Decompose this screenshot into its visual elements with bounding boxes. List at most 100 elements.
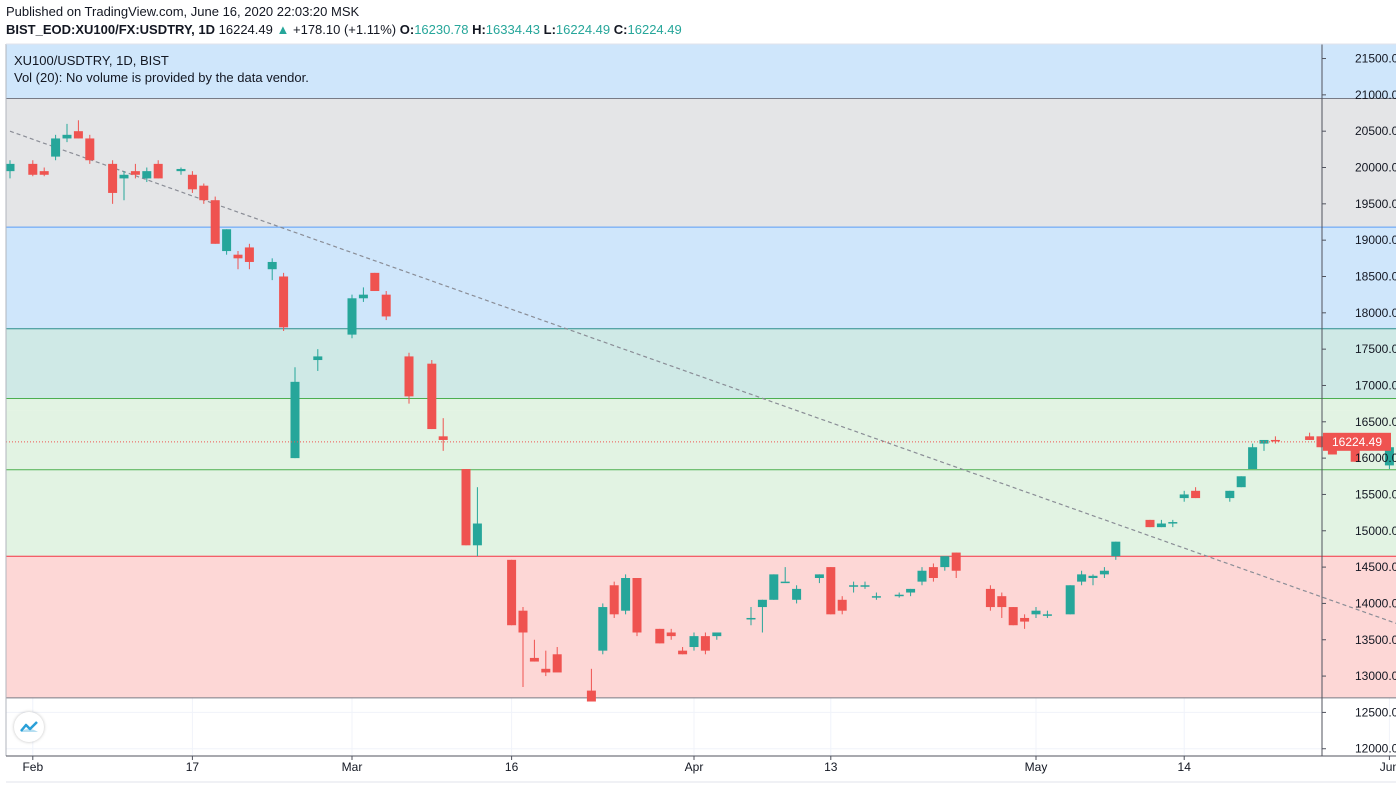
candle-body — [518, 610, 528, 633]
y-tick-label: 20000.00 — [1355, 161, 1396, 175]
candle-body — [472, 523, 482, 546]
last-price: 16224.49 — [218, 22, 273, 37]
candle-body — [267, 261, 277, 270]
candle-body — [119, 174, 129, 179]
candle-body — [1020, 617, 1030, 622]
low-label: L: — [543, 22, 556, 37]
y-tick-label: 21000.00 — [1355, 88, 1396, 102]
x-tick-label: 14 — [1178, 760, 1192, 774]
y-tick-label: 20500.00 — [1355, 124, 1396, 138]
open-value: 16230.78 — [414, 22, 469, 37]
close-label: C: — [613, 22, 628, 37]
candle-body — [507, 559, 517, 626]
candle-body — [655, 628, 665, 644]
candle-body — [290, 381, 300, 459]
price-zone — [6, 98, 1396, 228]
candle-body — [51, 138, 61, 157]
candle-body — [381, 294, 391, 317]
symbol-quote-bar: BIST_EOD:XU100/FX:USDTRY, 1D 16224.49 ▲ … — [6, 22, 682, 37]
low-value: 16224.49 — [555, 22, 611, 37]
price-zone — [6, 328, 1396, 399]
candle-body — [62, 134, 72, 139]
candle-body — [1088, 575, 1098, 578]
candle-body — [233, 254, 243, 259]
y-tick-label: 14500.00 — [1355, 560, 1396, 574]
candle-body — [928, 567, 938, 578]
candle-body — [940, 556, 950, 568]
candle-body — [552, 654, 562, 673]
y-tick-label: 16500.00 — [1355, 415, 1396, 429]
candle-body — [997, 596, 1007, 608]
high-value: 16334.43 — [485, 22, 541, 37]
candle-body — [153, 163, 163, 179]
candle-body — [199, 185, 209, 201]
candle-body — [1191, 490, 1201, 499]
candle-body — [1168, 522, 1178, 524]
high-label: H: — [472, 22, 486, 37]
x-tick-label: Apr — [685, 760, 704, 774]
candle-body — [689, 636, 699, 648]
legend-volume-line: Vol (20): No volume is provided by the d… — [14, 70, 309, 85]
x-tick-label: May — [1025, 760, 1048, 774]
candle-body — [313, 356, 323, 361]
candle-body — [1179, 494, 1189, 499]
candle-body — [1145, 519, 1155, 528]
legend-symbol-line[interactable]: XU100/USDTRY, 1D, BIST — [14, 53, 169, 68]
tradingview-logo-icon[interactable] — [14, 712, 44, 742]
candle-body — [73, 131, 83, 139]
candle-body — [39, 171, 49, 175]
candle-body — [279, 276, 289, 328]
candle-body — [28, 163, 38, 175]
y-tick-label: 16000.00 — [1355, 451, 1396, 465]
candle-body — [678, 650, 688, 655]
candle-body — [347, 298, 357, 335]
candle-body — [609, 585, 619, 615]
price-zone — [6, 227, 1396, 329]
candle-body — [746, 617, 756, 620]
candle-body — [985, 588, 995, 608]
candle-body — [187, 174, 197, 190]
candle-body — [244, 247, 254, 262]
candle-body — [85, 138, 95, 161]
candle-body — [666, 632, 676, 637]
candle-body — [849, 585, 859, 587]
open-label: O: — [399, 22, 415, 37]
y-tick-label: 12000.00 — [1355, 742, 1396, 756]
y-tick-label: 13500.00 — [1355, 633, 1396, 647]
candle-body — [1077, 574, 1087, 582]
candle-body — [792, 588, 802, 600]
price-zone — [6, 410, 1396, 557]
candle-body — [814, 574, 824, 578]
candle-body — [108, 163, 118, 193]
candle-body — [1248, 447, 1258, 470]
y-tick-label: 17500.00 — [1355, 342, 1396, 356]
candle-body — [404, 356, 414, 397]
candle-body — [1031, 610, 1041, 615]
candle-body — [586, 690, 596, 702]
candle-body — [1350, 447, 1360, 462]
candle-body — [1008, 607, 1018, 626]
close-value: 16224.49 — [627, 22, 682, 37]
candle-body — [358, 294, 368, 299]
candle-body — [176, 168, 186, 172]
y-tick-label: 19000.00 — [1355, 233, 1396, 247]
candle-body — [461, 469, 471, 546]
x-tick-label: 17 — [186, 760, 200, 774]
candle-body — [1042, 614, 1052, 616]
y-tick-label: 19500.00 — [1355, 197, 1396, 211]
candle-body — [917, 570, 927, 582]
candle-body — [1111, 541, 1121, 557]
symbol-name[interactable]: BIST_EOD:XU100/FX:USDTRY, 1D — [6, 22, 216, 37]
candle-body — [1236, 476, 1246, 488]
candle-body — [1156, 523, 1166, 528]
candle-body — [1305, 436, 1315, 440]
y-tick-label: 17000.00 — [1355, 378, 1396, 392]
candle-body — [712, 632, 722, 637]
x-tick-label: 16 — [505, 760, 519, 774]
candle-body — [757, 599, 767, 608]
candle-body — [700, 636, 710, 651]
candle-body — [1065, 585, 1075, 615]
candle-body — [621, 578, 631, 611]
price-zone — [6, 44, 1396, 99]
